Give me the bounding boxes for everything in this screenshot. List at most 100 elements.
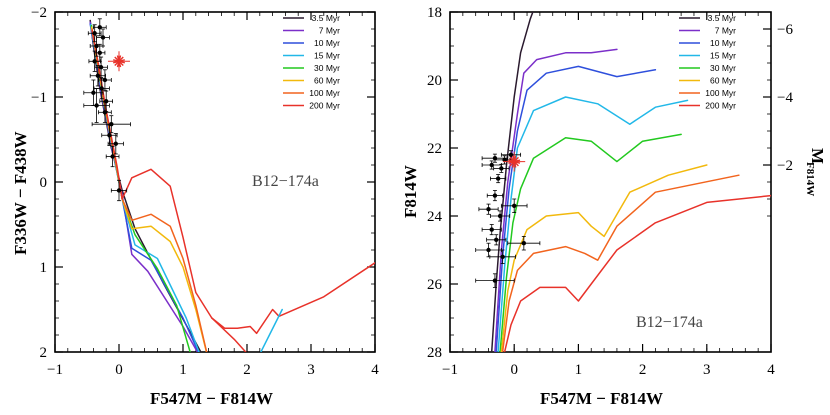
right-data-point	[495, 176, 501, 181]
left-y-axis-title: F336W − F438W	[11, 131, 30, 255]
left-legend-label: 30 Myr	[314, 63, 340, 73]
left-y-tick-label: 1	[40, 260, 48, 276]
left-data-point	[107, 133, 112, 138]
right-star-ray	[508, 159, 521, 164]
right-x-tick-label: 1	[575, 362, 583, 378]
left-data-point	[102, 77, 108, 83]
left-isochrone-15-myr	[90, 23, 200, 352]
right-y-tick-label: 28	[427, 345, 442, 361]
left-data-point	[94, 103, 99, 108]
right-isochrone-3.5-myr	[490, 12, 534, 352]
right-data-point	[494, 237, 499, 242]
right-isochrones	[490, 12, 771, 352]
right-data-points	[475, 150, 541, 288]
left-x-tick-label: 1	[179, 362, 187, 378]
right-legend-label: 7 Myr	[715, 26, 736, 36]
left-data-point	[116, 188, 122, 193]
right-data-point	[502, 157, 507, 163]
left-isochrone-60-myr	[90, 26, 208, 352]
right-data-point	[492, 193, 498, 198]
left-x-tick-label: −1	[47, 362, 63, 378]
left-x-tick-label: 3	[307, 362, 315, 378]
right-data-point	[492, 278, 498, 283]
left-data-point	[100, 35, 106, 40]
right-data-point	[486, 247, 491, 253]
right-data-point	[500, 254, 505, 259]
right-y2-tick-label: −2	[777, 158, 793, 174]
left-isochrone-10-myr	[89, 23, 200, 352]
right-legend-label: 100 Myr	[705, 88, 736, 98]
left-y-tick-label: 2	[40, 345, 48, 361]
right-data-point	[508, 152, 514, 157]
right-data-point	[521, 241, 527, 246]
left-x-tick-label: 2	[243, 362, 251, 378]
right-y-tick-label: 18	[427, 5, 442, 21]
left-legend: 3.5 Myr 7 Myr 10 Myr 15 Myr 30 Myr 60 Myr 100 …	[283, 13, 340, 111]
right-data-point	[489, 227, 494, 232]
left-data-point	[97, 25, 103, 30]
left-isochrone-200-myr-tail	[211, 262, 375, 335]
right-data-point	[489, 162, 494, 168]
right-x-tick-label: 2	[639, 362, 647, 378]
left-y-tick-label: 0	[40, 175, 48, 191]
left-legend-label: 3.5 Myr	[312, 13, 341, 23]
left-y-tick-label: −1	[31, 90, 47, 106]
left-x-axis-title: F547M − F814W	[150, 389, 273, 408]
right-y2-tick-label: −6	[777, 22, 793, 38]
left-isochrone-rgb-tail	[260, 308, 283, 352]
right-x-tick-label: 0	[510, 362, 518, 378]
right-x-tick-label: 4	[767, 362, 775, 378]
right-y2-tick-label: −4	[777, 90, 793, 106]
right-legend-label: 200 Myr	[705, 101, 736, 111]
right-y-tick-label: 20	[427, 73, 442, 89]
left-isochrone-100-myr	[91, 28, 208, 352]
left-highlight-star	[108, 51, 130, 72]
right-x-tick-label: 3	[703, 362, 711, 378]
right-isochrone-60-myr	[500, 164, 708, 352]
left-legend-label: 7 Myr	[319, 26, 340, 36]
left-panel: −1 0 1 2 3 4 −2 −1 0 1 2 3.5 Myr 7 Myr 10 Myr 15 Myr 30…	[31, 5, 379, 378]
right-secondary-y-axis-title-main: M	[808, 148, 827, 164]
left-isochrone-30-myr	[90, 24, 191, 352]
right-legend-label: 60 Myr	[710, 76, 736, 86]
right-data-point	[497, 213, 503, 219]
left-data-point	[94, 43, 99, 49]
right-y-tick-label: 24	[427, 209, 443, 225]
right-isochrone-15-myr	[497, 96, 689, 352]
right-legend-label: 30 Myr	[710, 63, 736, 73]
right-secondary-y-axis-title: M F814W	[804, 148, 827, 196]
right-legend: 3.5 Myr 7 Myr 10 Myr 15 Myr 30 Myr 60 Myr 100 …	[679, 13, 736, 111]
left-x-tick-label: 4	[371, 362, 379, 378]
left-y-tick-label: −2	[31, 5, 47, 21]
left-legend-label: 60 Myr	[314, 76, 340, 86]
right-isochrone-100-myr	[501, 174, 740, 352]
left-data-point	[97, 50, 103, 55]
right-legend-label: 10 Myr	[710, 38, 736, 48]
left-data-point	[99, 86, 104, 91]
right-secondary-y-axis-title-sub: F814W	[804, 162, 816, 196]
left-data-point	[92, 31, 97, 36]
right-legend-label: 15 Myr	[710, 51, 736, 61]
right-x-axis-title: F547M − F814W	[540, 389, 663, 408]
right-y-tick-label: 26	[427, 277, 443, 293]
left-data-point	[91, 90, 96, 95]
left-data-point	[110, 154, 115, 159]
left-data-point	[92, 59, 97, 64]
left-legend-label: 100 Myr	[309, 88, 340, 98]
right-y-axis-title: F814W	[401, 165, 420, 218]
left-panel-annotation: B12−174a	[252, 173, 319, 190]
left-legend-label: 200 Myr	[309, 101, 340, 111]
left-star-ray	[113, 59, 125, 64]
right-y-tick-label: 22	[427, 141, 442, 157]
right-x-tick-label: −1	[442, 362, 458, 378]
right-isochrone-200-myr	[503, 194, 771, 352]
left-data-point	[98, 65, 104, 70]
right-highlight-star	[503, 151, 526, 172]
left-legend-label: 10 Myr	[314, 38, 340, 48]
right-data-point	[486, 207, 491, 212]
left-data-point	[102, 110, 108, 115]
left-data-points	[83, 18, 131, 202]
right-isochrone-7-myr	[494, 48, 618, 352]
left-isochrone-7-myr	[89, 21, 199, 352]
